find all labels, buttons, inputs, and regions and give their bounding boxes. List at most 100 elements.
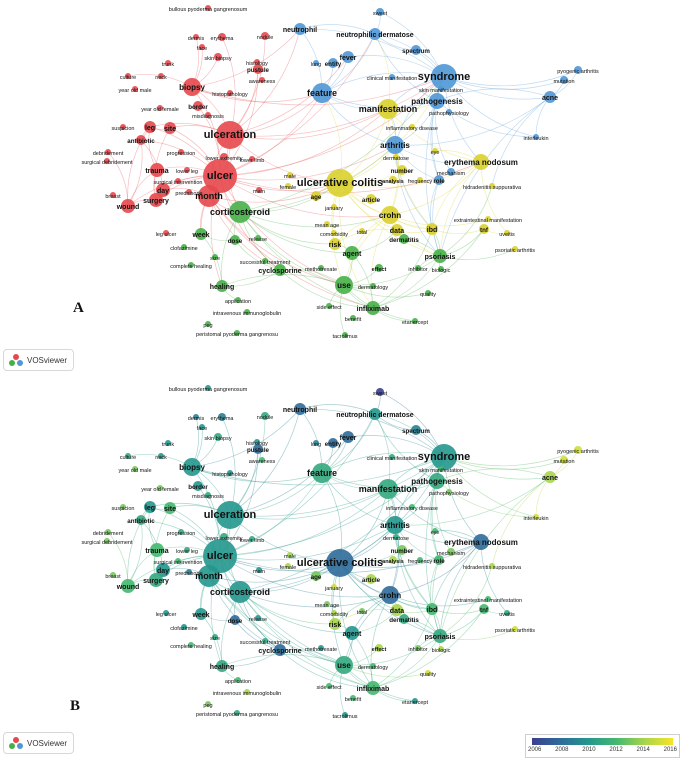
node-week[interactable] [195, 608, 207, 620]
node-pyogenic-arthritis[interactable] [574, 66, 582, 74]
node-healing[interactable] [216, 280, 228, 292]
node-crohn[interactable] [381, 206, 399, 224]
node-lung[interactable] [313, 440, 319, 446]
node-agent[interactable] [345, 626, 359, 640]
node-extraintestinal-manifestation[interactable] [485, 216, 491, 222]
node-article[interactable] [366, 574, 376, 584]
node-dermatology[interactable] [370, 283, 376, 289]
node-arthritis[interactable] [386, 516, 404, 534]
network-graph-cluster[interactable]: bullous pyoderma gangrenosum dermis erythe… [0, 0, 685, 380]
node-analysis[interactable] [389, 556, 397, 564]
node-year-old-female[interactable] [157, 105, 163, 111]
node-male[interactable] [287, 552, 293, 558]
node-day[interactable] [156, 563, 170, 577]
node-dermatitis[interactable] [399, 614, 409, 624]
node-erythema[interactable] [218, 413, 226, 421]
node-skin-biopsy[interactable] [214, 433, 222, 441]
node-site[interactable] [164, 502, 176, 514]
node-lower-leg[interactable] [184, 167, 190, 173]
node-inhibitor[interactable] [415, 265, 421, 271]
node-skin-biopsy[interactable] [214, 53, 222, 61]
node-healing[interactable] [216, 660, 228, 672]
node-acne[interactable] [544, 471, 556, 483]
node-data[interactable] [391, 604, 403, 616]
node-risk[interactable] [329, 238, 341, 250]
node-mean-age[interactable] [324, 601, 330, 607]
node-intravenous-immunoglobulin[interactable] [244, 689, 250, 695]
node-pathogenesis[interactable] [429, 473, 445, 489]
node-ulcerative-colitis[interactable] [326, 549, 354, 577]
node-release[interactable] [255, 615, 261, 621]
node-biologic[interactable] [438, 266, 444, 272]
node-surgical-intervention[interactable] [175, 178, 181, 184]
node-size[interactable] [212, 254, 218, 260]
node-methotrexate[interactable] [318, 265, 324, 271]
node-number[interactable] [397, 165, 407, 175]
node-tnf[interactable] [479, 224, 489, 234]
node-use[interactable] [335, 276, 353, 294]
node-neutrophilic-dermatose[interactable] [369, 28, 381, 40]
node-ulcer[interactable] [203, 539, 237, 573]
node-eye[interactable] [432, 148, 438, 154]
node-ulceration[interactable] [216, 121, 244, 149]
node-total[interactable] [359, 608, 365, 614]
node-fever[interactable] [342, 51, 354, 63]
node-border[interactable] [193, 101, 203, 111]
node-trauma[interactable] [150, 543, 164, 557]
node-neck[interactable] [158, 453, 164, 459]
node-year-old-male[interactable] [132, 466, 138, 472]
node-ibd[interactable] [426, 223, 438, 235]
vosviewer-badge[interactable]: VOSviewer [3, 732, 75, 754]
node-effect[interactable] [375, 644, 383, 652]
node-misdiagnosis[interactable] [205, 112, 211, 118]
node-border[interactable] [193, 481, 203, 491]
node-corticosteroid[interactable] [229, 581, 251, 603]
node-dermis[interactable] [193, 414, 199, 420]
node-year-old-female[interactable] [157, 485, 163, 491]
node-nodule[interactable] [261, 412, 269, 420]
node-dermatose[interactable] [393, 534, 399, 540]
node-bullous-pyoderma-gangrenosum[interactable] [205, 5, 211, 11]
node-breast[interactable] [110, 572, 116, 578]
node-release[interactable] [255, 235, 261, 241]
node-trauma[interactable] [150, 163, 164, 177]
node-prednisone[interactable] [186, 569, 192, 575]
node-clinical-manifestation[interactable] [389, 454, 395, 460]
node-surgery[interactable] [149, 573, 163, 587]
node-side-effect[interactable] [326, 303, 332, 309]
node-tnf[interactable] [479, 604, 489, 614]
node-arthritis[interactable] [386, 136, 404, 154]
node-comorbidity[interactable] [331, 610, 337, 616]
node-risk[interactable] [329, 618, 341, 630]
node-lower-limb[interactable] [249, 536, 255, 542]
node-inhibitor[interactable] [415, 645, 421, 651]
node-biopsy[interactable] [183, 78, 201, 96]
node-neutrophilic-dermatose[interactable] [369, 408, 381, 420]
node-female[interactable] [285, 563, 291, 569]
node-clinical-manifestation[interactable] [389, 74, 395, 80]
node-peg[interactable] [205, 321, 211, 327]
node-number[interactable] [397, 545, 407, 555]
node-neck[interactable] [158, 73, 164, 79]
node-age[interactable] [311, 191, 321, 201]
node-face[interactable] [199, 424, 205, 430]
node-erythema-nodosum[interactable] [473, 534, 489, 550]
node-debridement[interactable] [105, 529, 111, 535]
node-successful-treatment[interactable] [262, 638, 268, 644]
node-male[interactable] [287, 172, 293, 178]
node-culture[interactable] [125, 453, 131, 459]
node-application[interactable] [235, 297, 241, 303]
node-misdiagnosis[interactable] [205, 492, 211, 498]
node-ulceration[interactable] [216, 501, 244, 529]
node-pathophysiology[interactable] [446, 109, 452, 115]
node-interleukin[interactable] [533, 134, 539, 140]
node-psoriasis[interactable] [433, 249, 447, 263]
node-histopathology[interactable] [227, 90, 233, 96]
node-entity[interactable] [328, 438, 338, 448]
node-peristomal-pyoderma-gangrenosu[interactable] [234, 710, 240, 716]
node-manifestation[interactable] [378, 99, 398, 119]
node-breast[interactable] [110, 192, 116, 198]
node-mean-age[interactable] [324, 221, 330, 227]
vosviewer-badge[interactable]: VOSviewer [3, 349, 75, 371]
node-pustule[interactable] [253, 64, 263, 74]
